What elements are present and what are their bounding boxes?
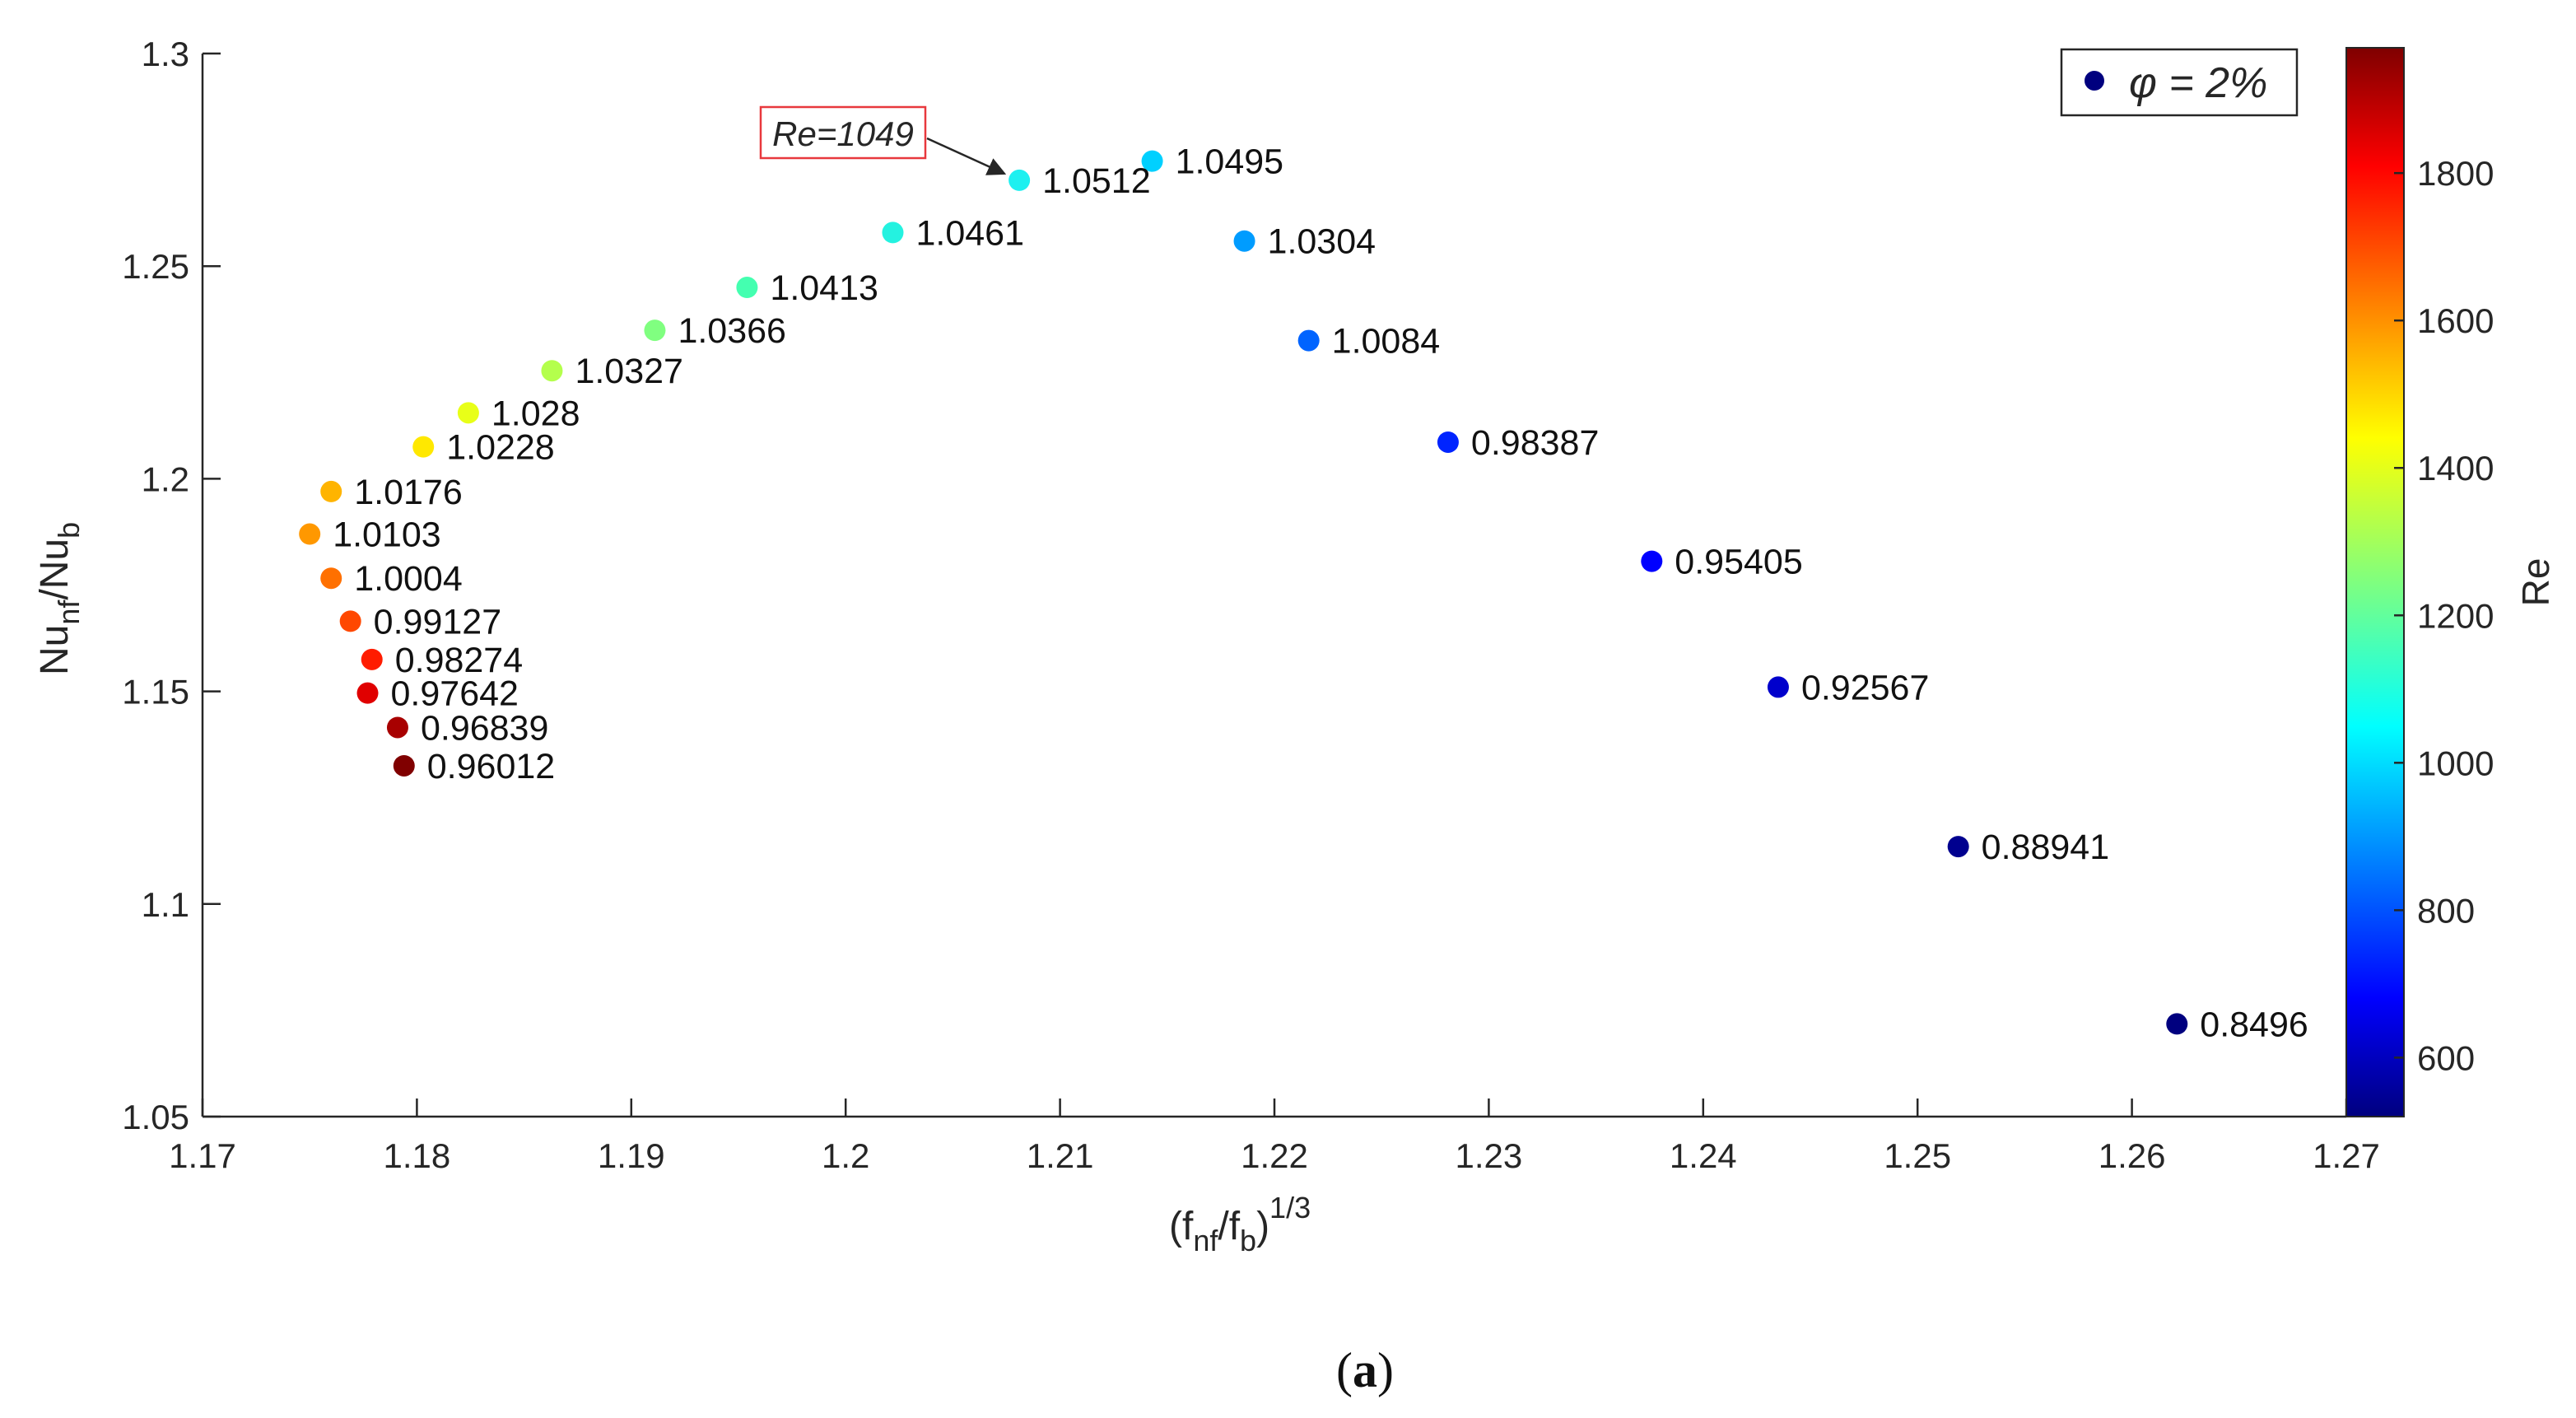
data-label: 1.0084 (1332, 322, 1441, 361)
data-label: 0.98387 (1471, 423, 1599, 463)
colorbar-tick-label: 1400 (2417, 449, 2494, 487)
data-point (1947, 836, 1969, 858)
x-tick-label: 1.22 (1241, 1136, 1308, 1175)
colorbar-tick-label: 600 (2417, 1038, 2475, 1077)
y-tick-label: 1.15 (122, 673, 189, 711)
data-point (882, 222, 904, 244)
data-label: 1.0327 (575, 352, 683, 391)
data-label: 1.0461 (915, 213, 1024, 253)
colorbar-tick-label: 1600 (2417, 301, 2494, 340)
data-label: 0.92567 (1801, 668, 1929, 707)
data-point (299, 523, 321, 545)
data-point (644, 320, 666, 342)
x-tick-label: 1.24 (1670, 1136, 1737, 1175)
data-label: 0.99127 (374, 602, 501, 641)
legend: φ = 2% (2060, 48, 2299, 117)
data-label: 0.96012 (427, 747, 555, 786)
data-label: 0.97642 (391, 674, 519, 714)
annotation: Re=1049 (759, 105, 1007, 175)
data-point (320, 480, 342, 502)
plot-area: 1.17 1.18 1.19 1.2 1.21 1.22 1.23 1.24 1.25 1.26 1… (122, 35, 2380, 1175)
y-axis-label: Nunf/Nub (33, 522, 86, 675)
data-label: 1.0512 (1042, 161, 1151, 201)
data-point (1009, 169, 1031, 191)
data-point (1233, 230, 1255, 252)
annotation-text: Re=1049 (772, 114, 914, 153)
annotation-arrow (926, 137, 1007, 175)
x-tick-label: 1.26 (2099, 1136, 2166, 1175)
data-point (412, 436, 435, 458)
data-point (356, 682, 379, 704)
x-tick-label: 1.19 (598, 1136, 665, 1175)
data-label: 1.0228 (446, 428, 555, 468)
data-label: 1.0495 (1176, 142, 1284, 182)
y-tick-label: 1.05 (122, 1098, 189, 1136)
y-tick-label: 1.2 (142, 459, 189, 498)
data-label: 1.0413 (770, 268, 878, 308)
colorbar-tick-label: 800 (2417, 891, 2475, 930)
y-tick-label: 1.3 (142, 35, 189, 73)
data-point (386, 716, 408, 739)
data-label: 1.0366 (678, 311, 786, 351)
data-labels: 0.8496 0.88941 0.92567 0.95405 0.98387 1.0084… (333, 142, 2308, 1045)
x-tick-label: 1.17 (169, 1136, 236, 1175)
data-label: 0.95405 (1675, 543, 1802, 582)
data-point (1297, 329, 1320, 352)
data-label: 0.96839 (421, 708, 548, 748)
colorbar: 600 800 1000 1200 1400 1600 1800 Re (2345, 47, 2557, 1117)
data-point (1641, 550, 1663, 572)
data-point (736, 277, 758, 299)
data-point (393, 754, 415, 777)
x-tick-label: 1.2 (822, 1136, 869, 1175)
y-axis-ticks: 1.05 1.1 1.15 1.2 1.25 1.3 (122, 35, 221, 1136)
data-point (1767, 676, 1789, 698)
data-label: 1.028 (491, 394, 580, 433)
colorbar-tick-label: 1200 (2417, 596, 2494, 635)
x-tick-label: 1.23 (1456, 1136, 1523, 1175)
data-label: 1.0176 (354, 473, 463, 512)
y-tick-label: 1.1 (142, 885, 189, 924)
x-tick-label: 1.27 (2313, 1136, 2380, 1175)
legend-label: φ = 2% (2129, 59, 2267, 107)
x-tick-label: 1.25 (1884, 1136, 1951, 1175)
colorbar-ticks: 600 800 1000 1200 1400 1600 1800 (2394, 154, 2494, 1077)
data-point (361, 648, 383, 670)
colorbar-label: Re (2514, 558, 2557, 607)
x-axis-label: (fnf/fb)1/3 (1169, 1191, 1311, 1257)
data-label: 1.0004 (354, 559, 463, 599)
colorbar-tick-label: 1800 (2417, 154, 2494, 193)
data-point (457, 402, 479, 424)
data-label: 1.0304 (1268, 222, 1377, 262)
data-points (299, 150, 2188, 1035)
data-label: 0.8496 (2200, 1005, 2308, 1044)
legend-marker (2085, 71, 2104, 91)
data-label: 0.98274 (395, 641, 523, 680)
colorbar-gradient (2345, 47, 2405, 1117)
y-tick-label: 1.25 (122, 247, 189, 286)
data-point (320, 567, 342, 590)
annotation-box (759, 105, 927, 160)
colorbar-tick-label: 1000 (2417, 744, 2494, 782)
data-point (339, 610, 361, 632)
data-label: 0.88941 (1982, 828, 2109, 867)
data-point (541, 360, 563, 382)
data-point (2166, 1013, 2188, 1035)
x-tick-label: 1.18 (384, 1136, 451, 1175)
data-point (1437, 431, 1459, 453)
data-point (1141, 150, 1163, 172)
x-axis-ticks: 1.17 1.18 1.19 1.2 1.21 1.22 1.23 1.24 1.25 1.26 1… (169, 1098, 2380, 1175)
caption: (a) (1336, 1343, 1394, 1397)
x-tick-label: 1.21 (1027, 1136, 1094, 1175)
data-label: 1.0103 (333, 515, 441, 555)
